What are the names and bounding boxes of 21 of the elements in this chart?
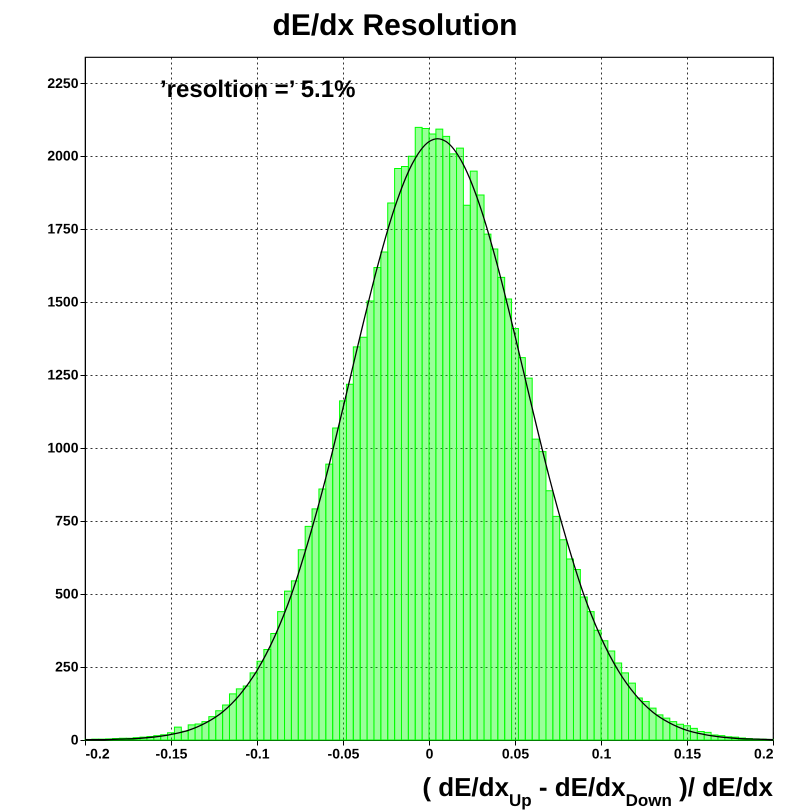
chart-title: dE/dx Resolution (272, 9, 518, 42)
y-tick-label: 500 (55, 586, 79, 602)
y-tick-label: 750 (55, 512, 79, 529)
annotation: ’resoltion =’ 5.1% (160, 76, 356, 103)
x-tick-label: 0.15 (674, 746, 702, 762)
y-tick-label: 1000 (47, 440, 79, 456)
x-tick-label: 0.2 (754, 746, 774, 762)
x-tick-label: -0.1 (245, 746, 270, 762)
x-tick-label: 0.05 (502, 746, 530, 762)
x-tick-label: -0.15 (156, 746, 188, 762)
x-tick-label: -0.2 (86, 746, 110, 762)
y-tick-label: 2250 (47, 74, 79, 91)
y-tick-label: 0 (70, 732, 79, 748)
x-tick-label: 0 (426, 746, 434, 762)
y-tick-label: 1500 (47, 294, 79, 310)
y-tick-label: 2000 (47, 148, 79, 164)
x-tick-label: -0.05 (328, 746, 360, 762)
y-tick-label: 1750 (47, 220, 79, 237)
y-tick-label: 250 (55, 658, 79, 675)
y-tick-label: 1250 (47, 366, 79, 383)
x-tick-label: 0.1 (592, 746, 612, 762)
